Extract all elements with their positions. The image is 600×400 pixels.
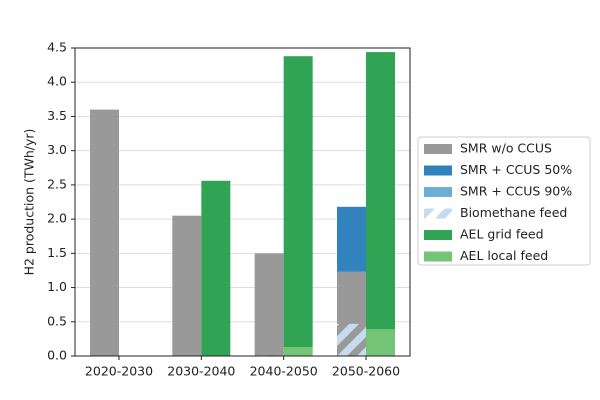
y-tick-label: 0.0 [47,348,67,363]
legend-label: AEL local feed [460,248,548,263]
plot-frame [74,47,411,357]
y-tick-label: 4.5 [47,40,67,55]
legend-swatch [424,165,452,176]
y-tick-label: 1.0 [47,279,67,294]
legend-label: AEL grid feed [460,227,544,242]
x-tick-label: 2050-2060 [332,364,400,379]
legend-swatch [424,144,452,154]
y-tick-label: 0.5 [47,313,67,328]
bar-segment [283,347,313,356]
legend-swatch [424,251,452,262]
y-tick-label: 1.5 [47,245,67,260]
bar-segment [172,215,202,356]
legend-box [417,136,591,266]
y-tick-label: 3.5 [47,108,67,123]
y-axis-label: H2 production (TWh/yr) [22,129,37,276]
bar-segment [337,206,366,272]
bar-segment [90,109,119,356]
bar-segment [254,253,284,356]
y-tick-label: 4.0 [47,74,67,89]
legend-label: Biomethane feed [460,205,567,220]
legend-label: SMR + CCUS 90% [460,184,572,199]
x-tick-label: 2040-2050 [250,364,318,379]
y-tick-label: 2.0 [47,211,67,226]
bar-segment [201,180,231,356]
y-tick-label: 3.0 [47,142,67,157]
x-tick-label: 2030-2040 [167,364,235,379]
legend-swatch [424,187,452,197]
legend-swatch [424,230,452,240]
legend-label: SMR + CCUS 50% [460,162,572,177]
bar-segment [283,56,313,348]
bar-segment [366,52,395,330]
legend-swatch [424,208,452,219]
bar-segment [366,329,395,356]
x-tick-label: 2020-2030 [85,364,153,379]
legend-label: SMR w/o CCUS [460,141,552,156]
bar-segment [337,323,366,356]
y-tick-label: 2.5 [47,176,67,191]
